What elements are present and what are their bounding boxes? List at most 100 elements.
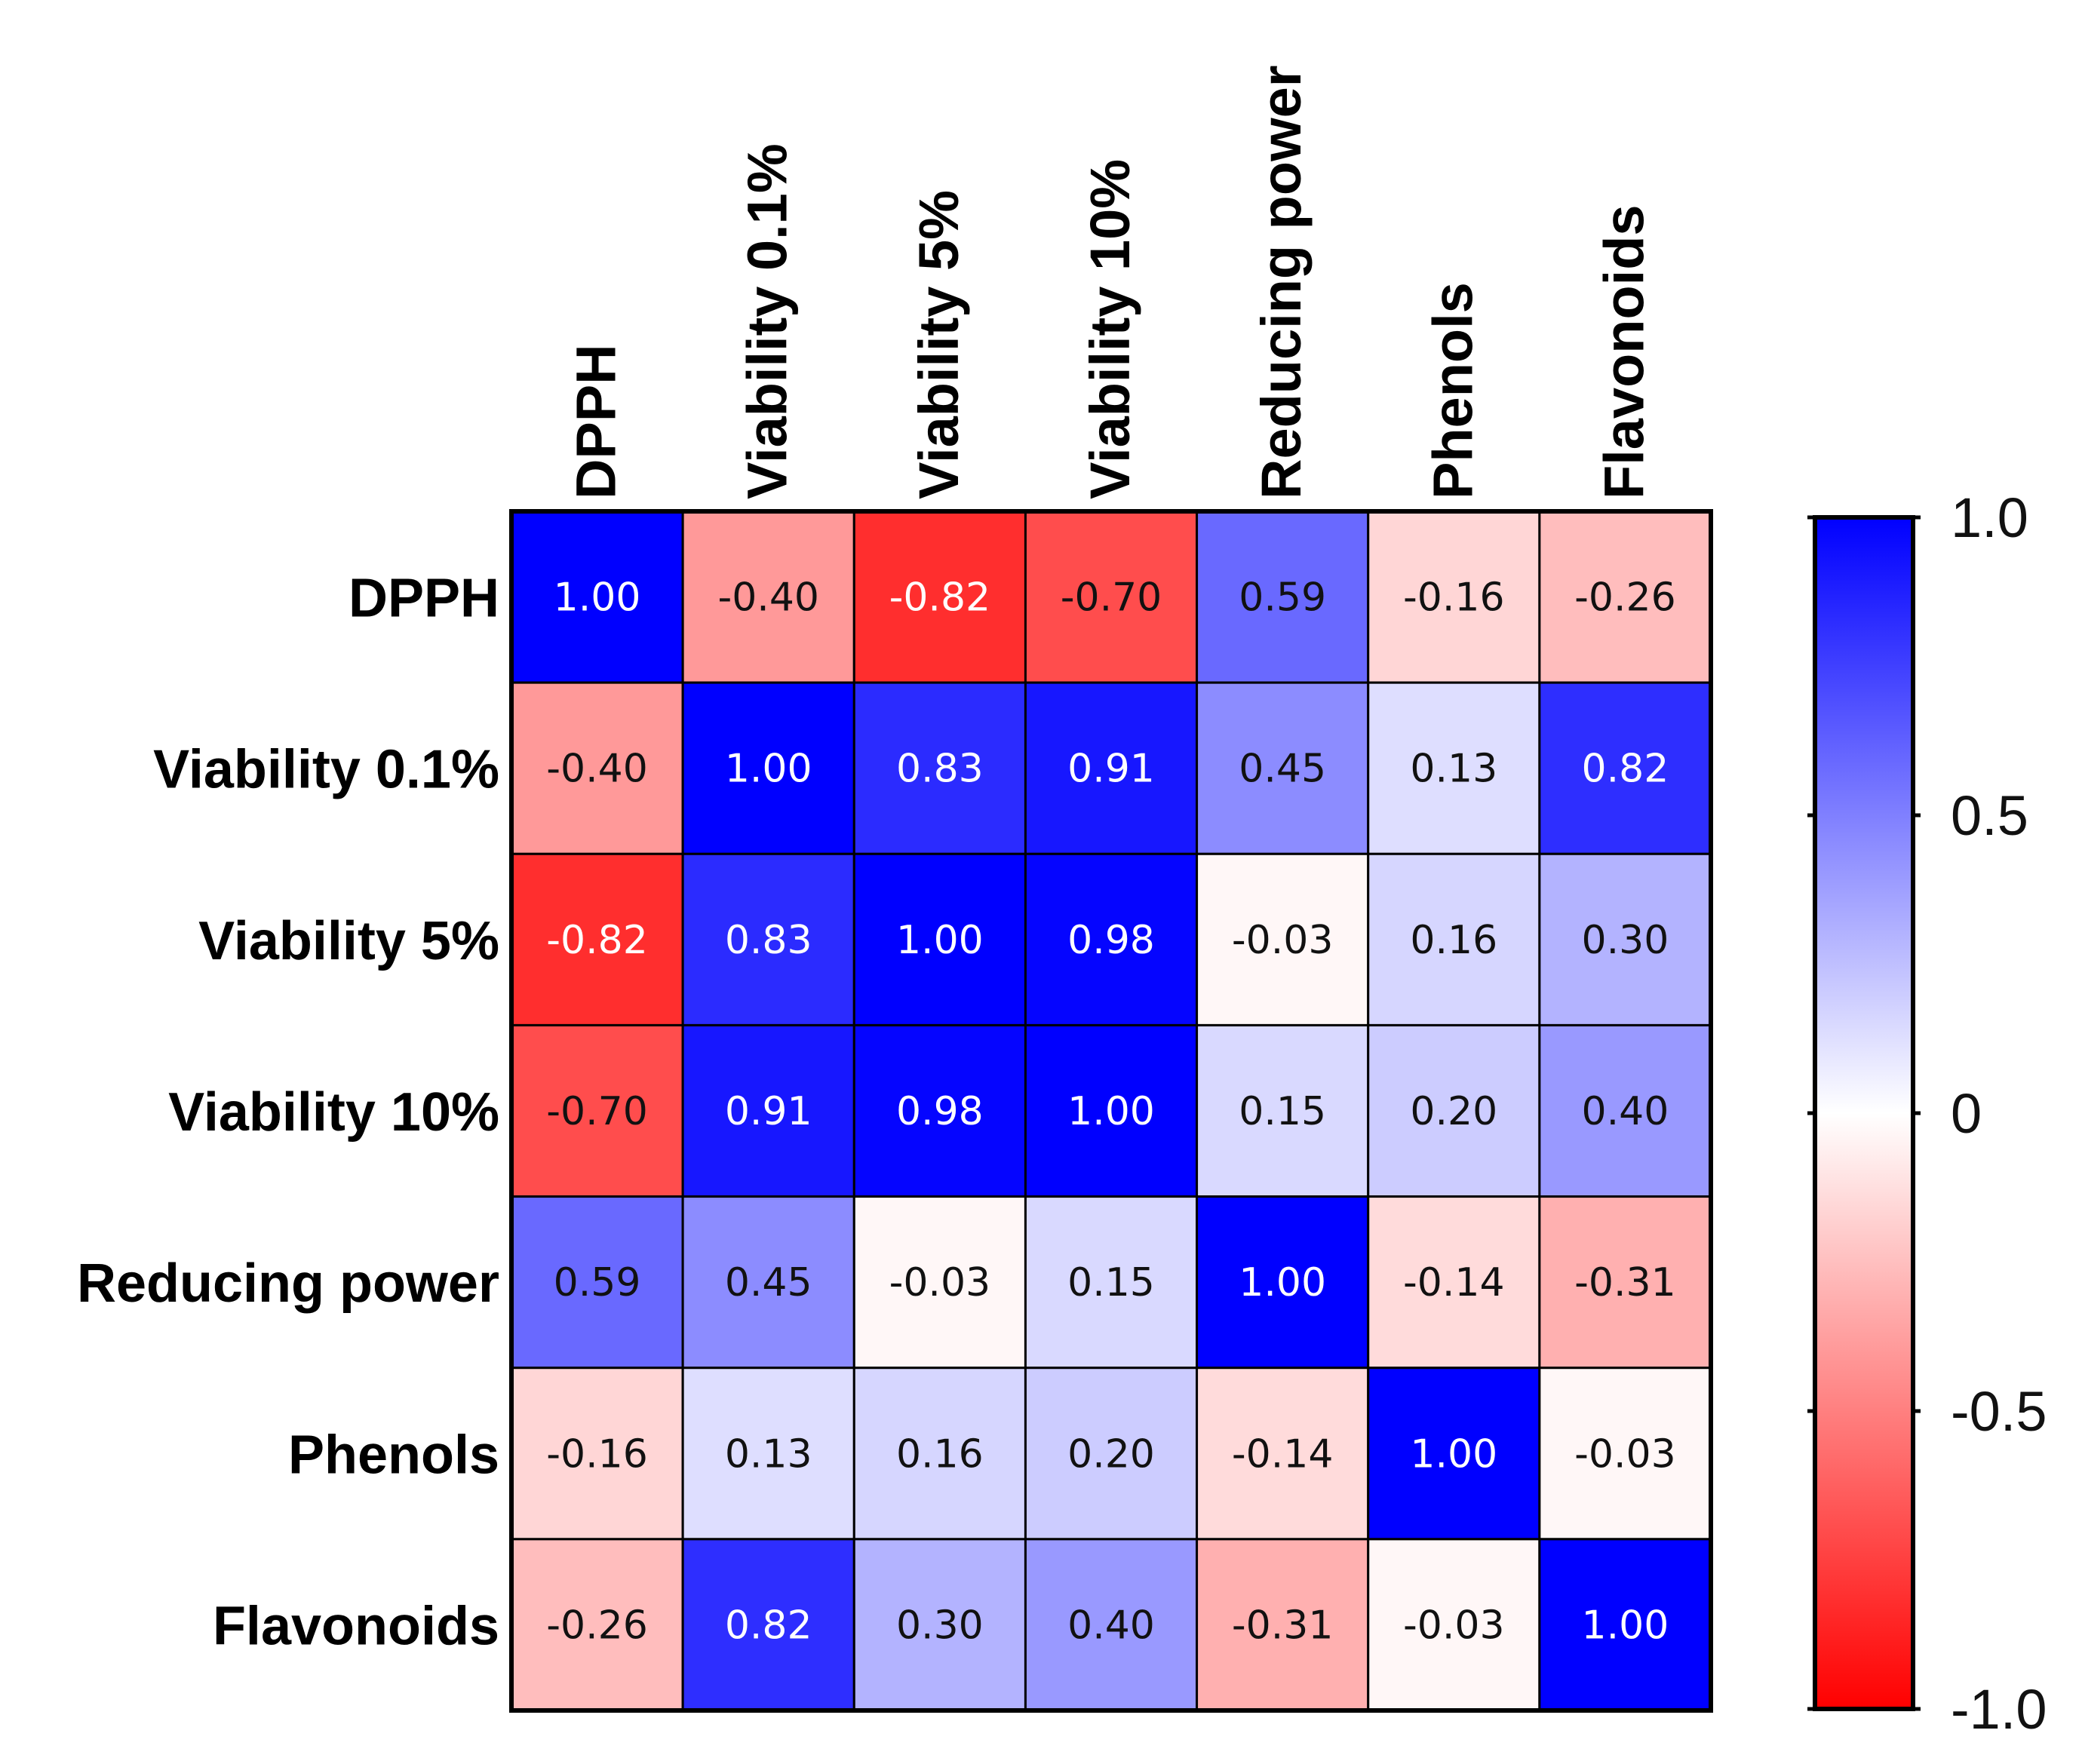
heatmap-cell	[1196, 681, 1370, 855]
heatmap-cells	[510, 510, 1712, 1712]
heatmap-cell	[1024, 852, 1199, 1026]
column-label: Viability 5%	[907, 190, 970, 499]
cell-value-label: 0.98	[896, 1089, 984, 1134]
heatmap-cell	[1538, 1195, 1712, 1370]
column-label: Viability 10%	[1079, 159, 1141, 499]
cell-value-label: -0.70	[546, 1089, 648, 1134]
column-label: Flavonoids	[1592, 204, 1655, 499]
cell-value-label: -0.14	[1232, 1431, 1334, 1477]
cell-value-label: 0.59	[554, 1260, 641, 1305]
cell-value-label: 1.00	[1410, 1431, 1497, 1477]
cell-value-label: 0.91	[1067, 747, 1155, 792]
column-label: Phenols	[1421, 282, 1484, 499]
heatmap-cell	[1367, 1023, 1541, 1198]
column-label: DPPH	[565, 344, 628, 499]
heatmap-cell	[510, 1367, 684, 1541]
cell-value-label: 0.30	[1582, 918, 1669, 963]
heatmap-cell-values: 1.00 -0.40 -0.82 -0.70 0.59 -0.16 -0.26 -0.40 1.…	[546, 575, 1675, 1649]
cell-value-label: -0.16	[546, 1431, 648, 1477]
heatmap-cell	[1024, 1023, 1199, 1198]
cell-value-label: 0.98	[1067, 918, 1155, 963]
cell-value-label: 1.00	[1067, 1089, 1155, 1134]
heatmap-cell	[510, 1538, 684, 1712]
cell-value-label: 0.13	[725, 1431, 812, 1477]
heatmap-cell	[1367, 1538, 1541, 1712]
cell-value-label: 1.00	[554, 575, 641, 621]
cell-value-label: 0.83	[725, 918, 812, 963]
cell-value-label: 1.00	[896, 918, 984, 963]
cell-value-label: 0.45	[1239, 747, 1326, 792]
heatmap-cell	[1367, 510, 1541, 684]
cell-value-label: 0.40	[1067, 1603, 1155, 1648]
cell-value-label: 1.00	[1239, 1260, 1326, 1305]
cell-value-label: 0.59	[1239, 575, 1326, 621]
cell-value-label: 1.00	[725, 747, 812, 792]
heatmap-cell	[1024, 1538, 1199, 1712]
heatmap-cell	[1538, 852, 1712, 1026]
heatmap-cell	[1196, 852, 1370, 1026]
row-label: Flavonoids	[213, 1596, 499, 1656]
cell-value-label: -0.03	[889, 1260, 991, 1305]
cell-value-label: 1.00	[1582, 1603, 1669, 1648]
cell-value-label: 0.16	[896, 1431, 984, 1477]
cell-value-label: 0.16	[1410, 918, 1497, 963]
heatmap-cell	[681, 852, 855, 1026]
cell-value-label: -0.82	[546, 918, 648, 963]
heatmap-cell	[1196, 1367, 1370, 1541]
column-label: Reducing power	[1250, 65, 1313, 499]
cell-value-label: -0.26	[546, 1603, 648, 1648]
colorbar-tick-label: 0	[1951, 1082, 1982, 1145]
heatmap-cell	[1196, 510, 1370, 684]
row-label: DPPH	[349, 569, 499, 629]
column-label: Viability 0.1%	[736, 143, 799, 499]
heatmap-cell	[1196, 1538, 1370, 1712]
heatmap-cell	[510, 1023, 684, 1198]
colorbar-gradient	[1813, 515, 1915, 1711]
cell-value-label: -0.26	[1574, 575, 1676, 621]
row-label: Viability 0.1%	[153, 740, 499, 800]
cell-value-label: -0.03	[1403, 1603, 1505, 1648]
colorbar-tick-label: -0.5	[1951, 1380, 2047, 1443]
cell-value-label: 0.30	[896, 1603, 984, 1648]
cell-value-label: -0.70	[1061, 575, 1162, 621]
heatmap-border	[509, 509, 1713, 1713]
cell-value-label: 0.20	[1067, 1431, 1155, 1477]
heatmap-cell	[1024, 510, 1199, 684]
row-label: Phenols	[288, 1425, 499, 1485]
row-labels: DPPH Viability 0.1% Viability 5% Viability …	[77, 569, 499, 1657]
colorbar-ticks: 1.0 0.5 0 -0.5 -1.0	[1807, 486, 2047, 1741]
cell-value-label: -0.03	[1232, 918, 1334, 963]
heatmap-cell	[1538, 1023, 1712, 1198]
heatmap-cell	[1538, 1367, 1712, 1541]
cell-value-label: -0.14	[1403, 1260, 1505, 1305]
column-labels: DPPH Viability 0.1% Viability 5% Viability …	[565, 65, 1656, 499]
cell-value-label: -0.82	[889, 575, 991, 621]
heatmap-cell	[852, 1367, 1027, 1541]
colorbar: 1.0 0.5 0 -0.5 -1.0	[1807, 486, 2047, 1741]
heatmap-cell	[852, 681, 1027, 855]
cell-value-label: 0.83	[896, 747, 984, 792]
heatmap-cell	[681, 510, 855, 684]
row-label: Reducing power	[77, 1253, 499, 1314]
cell-value-label: 0.91	[725, 1089, 812, 1134]
colorbar-tick-label: 1.0	[1951, 486, 2028, 549]
heatmap-cell	[1538, 681, 1712, 855]
row-label: Viability 10%	[168, 1082, 499, 1143]
heatmap-cell	[852, 852, 1027, 1026]
cell-value-label: -0.40	[546, 747, 648, 792]
cell-value-label: 0.15	[1067, 1260, 1155, 1305]
heatmap-cell	[1367, 852, 1541, 1026]
cell-value-label: 0.82	[1582, 747, 1669, 792]
cell-value-label: -0.31	[1574, 1260, 1676, 1305]
cell-value-label: 0.15	[1239, 1089, 1326, 1134]
cell-value-label: 0.20	[1410, 1089, 1497, 1134]
heatmap-cell	[510, 1195, 684, 1370]
cell-value-label: -0.03	[1574, 1431, 1676, 1477]
cell-value-label: 0.45	[725, 1260, 812, 1305]
heatmap-cell	[852, 1538, 1027, 1712]
heatmap-cell	[681, 1367, 855, 1541]
cell-value-label: 0.13	[1410, 747, 1497, 792]
cell-value-label: 0.40	[1582, 1089, 1669, 1134]
row-label: Viability 5%	[198, 911, 499, 971]
